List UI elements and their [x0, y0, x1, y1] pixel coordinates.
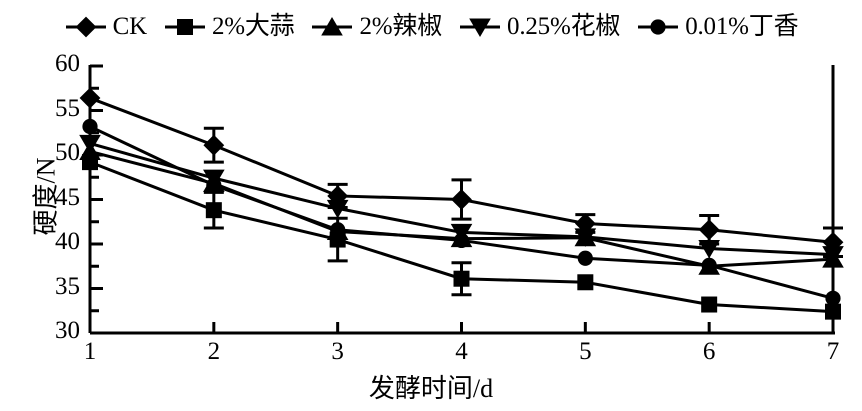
legend-item-label: 0.25%花椒 [507, 13, 621, 40]
x-axis-title: 发酵时间/d [368, 374, 494, 403]
legend-item-label: 2%大蒜 [211, 13, 295, 40]
chart-legend: CK 2%大蒜 2%辣椒 0.25%花椒 0.01%丁香 [0, 6, 862, 48]
legend-item: 2%大蒜 [163, 13, 295, 41]
y-tick-label: 55 [55, 94, 80, 122]
series-markers [82, 118, 841, 306]
y-tick-label: 40 [55, 228, 80, 255]
x-tick-label: 7 [826, 338, 840, 365]
triangle-down-marker-icon [458, 16, 502, 38]
y-tick-label: 50 [55, 139, 80, 166]
x-tick-label: 4 [455, 338, 468, 365]
x-tick-label: 3 [331, 338, 344, 365]
x-tick-label: 5 [579, 338, 592, 365]
legend-item: 0.25%花椒 [458, 13, 620, 41]
y-tick-label: 35 [55, 272, 80, 300]
series-diamond [89, 96, 834, 244]
x-tick-label: 6 [702, 338, 716, 365]
x-tick-label: 2 [207, 338, 221, 365]
triangle-marker-icon [310, 16, 354, 38]
legend-item-label: 0.01%丁香 [685, 13, 799, 40]
legend-item-label: 2%辣椒 [359, 13, 443, 40]
legend-item-label: CK [112, 13, 148, 40]
y-tick-label: 45 [55, 183, 80, 211]
diamond-marker-icon [64, 16, 108, 38]
circle-marker-icon [636, 16, 680, 38]
y-axis-title: 硬度/N [31, 157, 61, 236]
legend-item: CK [64, 13, 147, 41]
y-tick-label: 60 [55, 50, 80, 77]
legend-item: 2%辣椒 [310, 13, 442, 41]
y-tick-label: 30 [55, 317, 80, 344]
square-marker-icon [163, 16, 207, 38]
legend-item: 0.01%丁香 [636, 13, 799, 41]
x-tick-label: 1 [83, 338, 97, 365]
